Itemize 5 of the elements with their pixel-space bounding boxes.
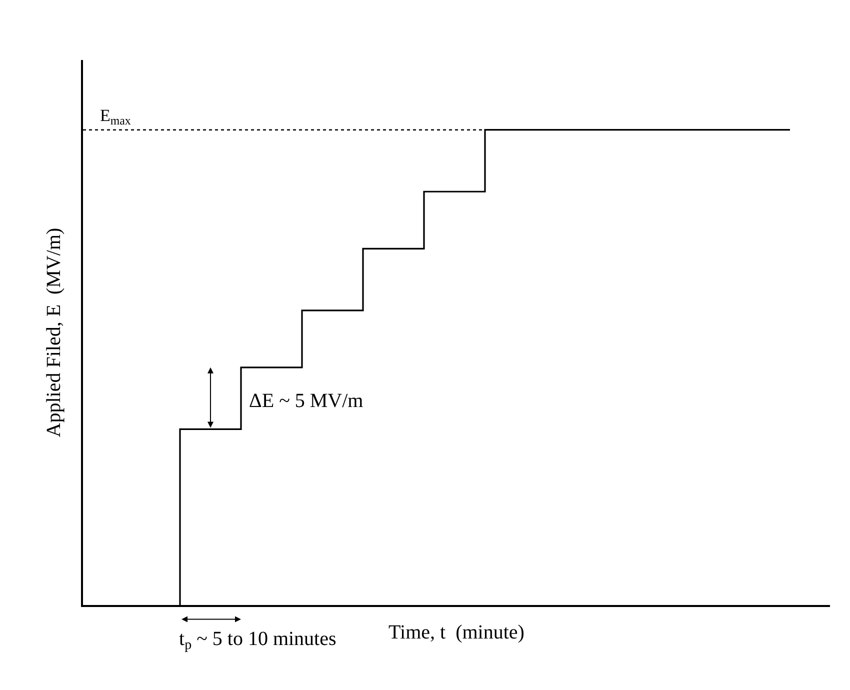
text: t$_{p}$ ~ 5 to 10 minutes <box>179 628 336 654</box>
annotation: ΔE ~ 5 MV/m <box>249 390 364 412</box>
x-axis-title: Time, t (minute) <box>388 622 524 644</box>
y-axis-title: Applied Filed, E (MV/m) <box>43 228 65 438</box>
ref-line-label: E$_{max}$ <box>100 106 131 128</box>
